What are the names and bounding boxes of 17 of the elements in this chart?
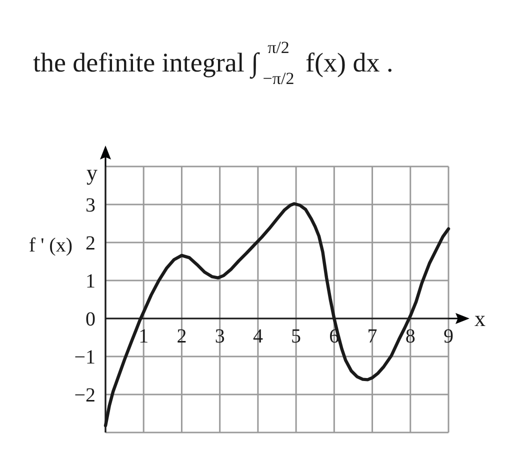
- x-tick-label: 9: [444, 326, 454, 348]
- y-tick-label: 3: [86, 194, 96, 216]
- x-tick-label: 8: [405, 326, 416, 348]
- x-tick-label: 3: [214, 326, 225, 348]
- y-tick-label: −1: [74, 346, 96, 368]
- x-tick-label: 5: [291, 326, 302, 348]
- x-tick-label: 4: [252, 326, 263, 348]
- y-axis-title: y: [86, 160, 98, 185]
- x-tick-label: 2: [176, 326, 187, 348]
- y-tick-label: −2: [74, 384, 96, 406]
- text: f ' (x): [28, 234, 73, 256]
- x-tick-label: 1: [138, 326, 149, 348]
- y-tick-label: 2: [86, 232, 96, 254]
- x-axis-title: x: [474, 306, 486, 331]
- y-tick-label: 1: [86, 270, 96, 292]
- x-tick-label: 7: [367, 326, 378, 348]
- y-tick-label: 0: [86, 308, 96, 330]
